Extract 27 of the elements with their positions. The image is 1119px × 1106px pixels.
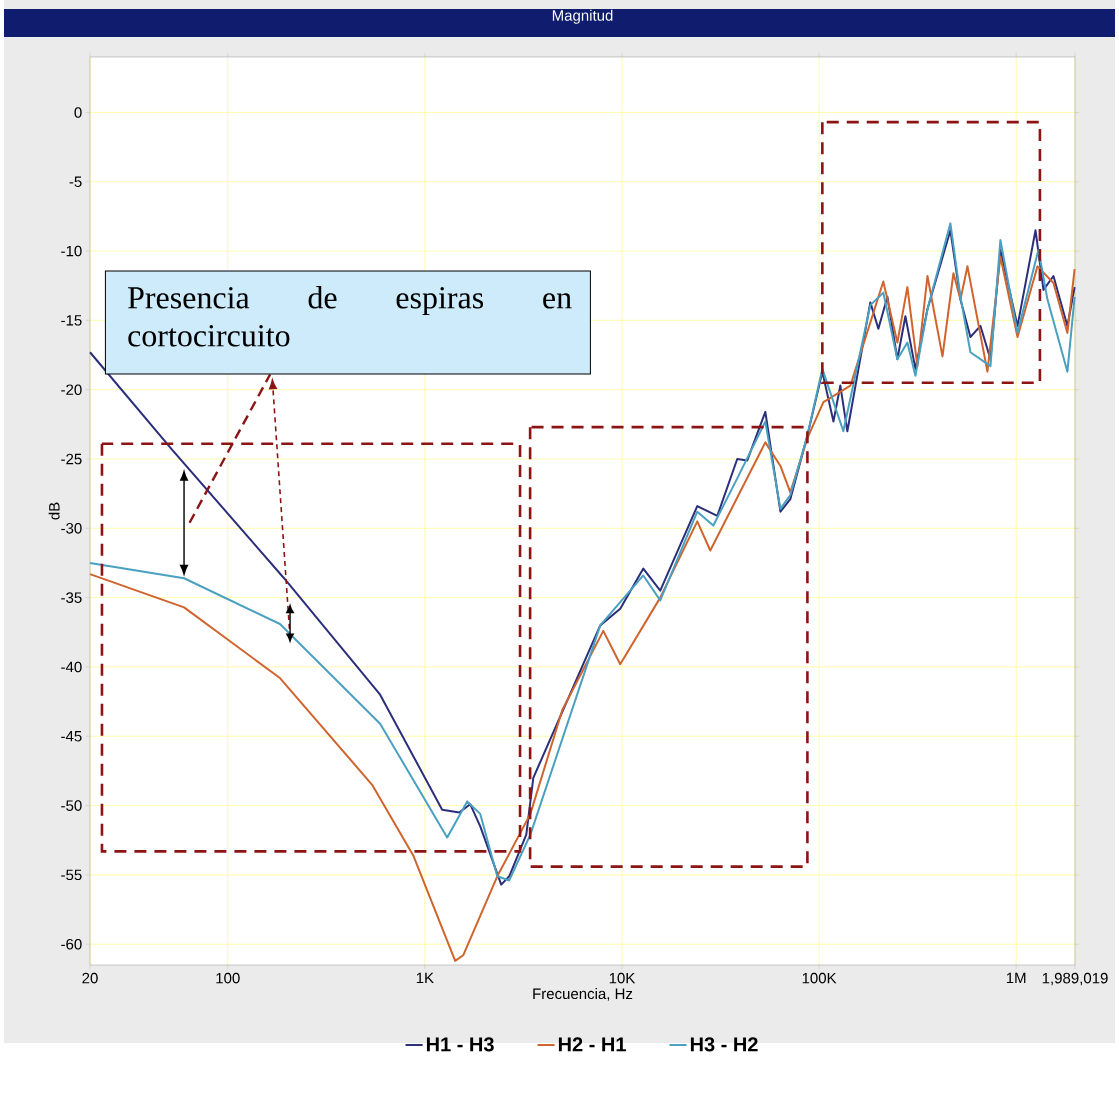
y-axis-title: dB	[48, 502, 60, 520]
legend-label: H1 - H3	[426, 1037, 494, 1052]
legend-label: H3 - H2	[690, 1037, 758, 1052]
y-tick-label: -45	[61, 731, 82, 742]
x-tick-label: 10K	[609, 972, 636, 984]
x-tick-label: 100	[216, 972, 240, 984]
y-tick-label: -20	[61, 384, 82, 395]
y-tick-label: -60	[61, 938, 82, 950]
x-tick-label: 1K	[416, 972, 434, 984]
y-tick-label: -35	[61, 592, 82, 603]
y-tick-label: -50	[61, 800, 82, 811]
y-tick-label: -25	[61, 453, 82, 465]
x-tick-label: 1,989,019	[1042, 972, 1108, 986]
x-tick-label: 1M	[1006, 972, 1026, 984]
y-tick-label: -55	[61, 869, 82, 881]
x-tick-label: 100K	[802, 972, 837, 984]
y-tick-label: -5	[69, 176, 82, 187]
y-tick-label: -15	[61, 315, 82, 326]
y-tick-label: -30	[61, 523, 82, 534]
x-tick-label: 20	[82, 972, 98, 984]
annotation: Presencia de espiras en cortocircuito	[128, 286, 572, 347]
y-tick-label: 0	[74, 107, 82, 118]
y-tick-label: -40	[61, 661, 82, 673]
y-tick-label: -10	[61, 245, 82, 257]
chart-title: Magnitud	[552, 9, 613, 24]
legend-label: H2 - H1	[558, 1037, 626, 1052]
x-axis-title: Frecuencia, Hz	[533, 988, 633, 1001]
